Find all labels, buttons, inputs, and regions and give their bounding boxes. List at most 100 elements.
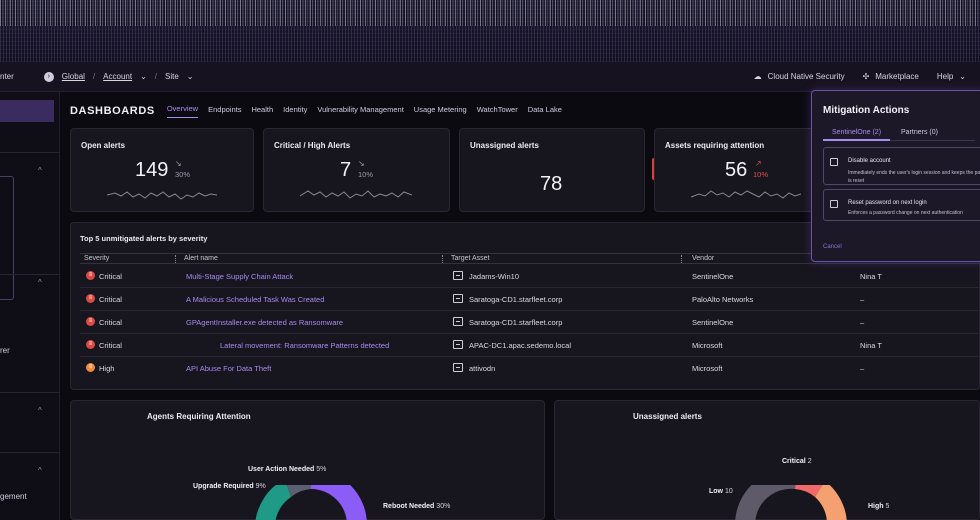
tab-identity[interactable]: Identity xyxy=(283,104,308,114)
severity-label: Critical xyxy=(99,272,122,281)
tab-endpoints[interactable]: Endpoints xyxy=(208,104,242,114)
table-row[interactable]: ≡ Critical A Malicious Scheduled Task Wa… xyxy=(80,288,980,311)
assignee-name: – xyxy=(860,295,865,304)
column-resize-handle[interactable] xyxy=(175,255,176,263)
chevron-down-icon[interactable]: ⌄ xyxy=(186,72,194,81)
cloud-icon: ☁ xyxy=(753,72,762,81)
chevron-up-icon[interactable]: ^ xyxy=(38,278,42,287)
sparkline xyxy=(691,190,801,199)
upgrade-required-segment[interactable] xyxy=(255,485,291,520)
card-title: Unassigned alerts xyxy=(470,141,539,150)
option-description: Immediately ends the user's login sessio… xyxy=(848,170,980,184)
chevron-up-icon[interactable]: ^ xyxy=(38,166,42,175)
tab-watchtower[interactable]: WatchTower xyxy=(476,104,518,114)
server-icon xyxy=(453,294,463,303)
sidebar-item-partial[interactable]: rer xyxy=(0,346,10,355)
tab-partners[interactable]: Partners (0) xyxy=(901,129,938,136)
reboot-needed-segment[interactable] xyxy=(311,485,367,520)
monitor-icon xyxy=(453,340,463,349)
tab-overview[interactable]: Overview xyxy=(166,104,199,118)
user-action-needed-segment[interactable] xyxy=(285,485,311,497)
critical-severity-icon: ≡ xyxy=(86,340,95,349)
marketplace-link[interactable]: ✣ Marketplace xyxy=(862,72,919,81)
tab-data-lake[interactable]: Data Lake xyxy=(527,104,562,114)
alert-name-link[interactable]: API Abuse For Data Theft xyxy=(186,364,272,373)
asset-name[interactable]: APAC-DC1.apac.sedemo.local xyxy=(469,341,571,350)
severity-label: Critical xyxy=(99,341,122,350)
dashboard-main: DASHBOARDS Overview Endpoints Health Ide… xyxy=(60,92,980,520)
donut-label: Low 10 xyxy=(709,488,733,495)
sidebar-flyout xyxy=(0,176,14,300)
card-delta: 10% xyxy=(753,170,769,179)
vendor-name: Microsoft xyxy=(692,364,723,373)
card-delta: 10% xyxy=(358,170,374,179)
donut-label: Upgrade Required 9% xyxy=(193,483,266,490)
chevron-up-icon[interactable]: ^ xyxy=(38,406,42,415)
card-title: Critical / High Alerts xyxy=(274,141,351,150)
table-row[interactable]: ≡ High API Abuse For Data Theft attivodn… xyxy=(80,357,980,380)
tab-usage-metering[interactable]: Usage Metering xyxy=(413,104,467,114)
active-tab-indicator xyxy=(823,139,890,141)
assets-requiring-attention-card[interactable]: Assets requiring attention 56 ↗ 10% xyxy=(654,128,814,212)
table-row[interactable]: ≡ Critical GPAgentInstaller.exe detected… xyxy=(80,311,980,334)
server-icon xyxy=(453,317,463,326)
table-row[interactable]: ≡ Critical Lateral movement: Ransomware … xyxy=(80,334,980,357)
high-segment[interactable] xyxy=(815,485,847,520)
donut-label: Critical 2 xyxy=(782,458,812,465)
arrow-down-icon: ↘ xyxy=(358,159,365,168)
sidebar-divider xyxy=(0,392,60,393)
reset-password-checkbox[interactable] xyxy=(830,200,838,208)
asset-name[interactable]: Jadams-Win10 xyxy=(469,272,520,281)
header-vendor[interactable]: Vendor xyxy=(692,255,715,262)
reset-password-option[interactable]: Reset password on next login Enforces a … xyxy=(823,189,980,221)
video-noise-band xyxy=(0,0,980,62)
unassigned-alerts-panel: Unassigned alerts Critical 2 Low 10 High… xyxy=(554,400,980,520)
option-title: Reset password on next login xyxy=(848,200,927,206)
alert-name-link[interactable]: GPAgentInstaller.exe detected as Ransomw… xyxy=(186,318,344,327)
alert-name-link[interactable]: Lateral movement: Ransomware Patterns de… xyxy=(220,341,390,350)
cloud-native-security-link[interactable]: ☁ Cloud Native Security xyxy=(753,72,845,81)
disable-account-checkbox[interactable] xyxy=(830,158,838,166)
breadcrumb-site[interactable]: Site xyxy=(165,72,179,81)
alert-name-link[interactable]: Multi-Stage Supply Chain Attack xyxy=(186,272,294,281)
open-alerts-card[interactable]: Open alerts 149 ↘ 30% xyxy=(70,128,254,212)
arrow-up-icon: ↗ xyxy=(755,159,762,168)
cancel-button[interactable]: Cancel xyxy=(823,244,842,250)
chevron-up-icon[interactable]: ^ xyxy=(38,466,42,475)
scope-chevron-icon[interactable]: › xyxy=(43,71,54,82)
unassigned-alerts-card[interactable]: Unassigned alerts 78 xyxy=(459,128,645,212)
help-menu[interactable]: Help ⌄ xyxy=(936,72,966,81)
dashboard-header: DASHBOARDS Overview Endpoints Health Ide… xyxy=(70,104,562,118)
tab-health[interactable]: Health xyxy=(251,104,274,114)
column-resize-handle[interactable] xyxy=(681,255,682,263)
card-delta: 30% xyxy=(175,170,191,179)
low-segment[interactable] xyxy=(735,485,797,520)
agents-donut-chart xyxy=(255,485,367,520)
breadcrumb-separator: / xyxy=(92,72,96,81)
asset-name[interactable]: Saratoga-CD1.starfleet.corp xyxy=(469,318,563,327)
critical-segment[interactable] xyxy=(795,485,825,497)
critical-severity-icon: ≡ xyxy=(86,317,95,326)
table-row[interactable]: ≡ Critical Multi-Stage Supply Chain Atta… xyxy=(80,265,980,288)
panel-title: Unassigned alerts xyxy=(633,412,702,421)
column-resize-handle[interactable] xyxy=(442,255,443,263)
card-title: Assets requiring attention xyxy=(665,141,765,150)
breadcrumb-account[interactable]: Account xyxy=(103,72,133,81)
disable-account-option[interactable]: Disable account Immediately ends the use… xyxy=(823,147,980,185)
critical-high-alerts-card[interactable]: Critical / High Alerts 7 ↘ 10% xyxy=(263,128,450,212)
sidebar-item-partial[interactable]: gement xyxy=(0,492,27,501)
chevron-down-icon[interactable]: ⌄ xyxy=(140,72,147,81)
vendor-name: SentinelOne xyxy=(692,272,734,281)
header-alert-name[interactable]: Alert name xyxy=(184,255,218,262)
header-severity[interactable]: Severity xyxy=(84,255,110,262)
breadcrumb-global[interactable]: Global xyxy=(61,72,85,81)
tab-sentinelone[interactable]: SentinelOne (2) xyxy=(832,129,882,136)
alert-name-link[interactable]: A Malicious Scheduled Task Was Created xyxy=(186,295,325,304)
header-target-asset[interactable]: Target Asset xyxy=(451,255,490,262)
asset-name[interactable]: Saratoga-CD1.starfleet.corp xyxy=(469,295,563,304)
vendor-name: SentinelOne xyxy=(692,318,734,327)
high-severity-icon: ≡ xyxy=(86,363,95,372)
tab-vulnerability-management[interactable]: Vulnerability Management xyxy=(317,104,404,114)
asset-name[interactable]: attivodn xyxy=(469,364,496,373)
sidebar-active-item[interactable] xyxy=(0,100,54,122)
